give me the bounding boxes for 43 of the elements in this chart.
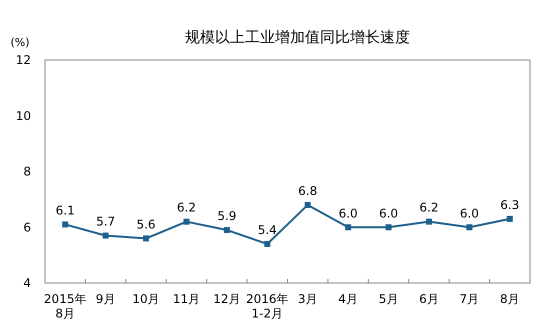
x-tick-label: 12月 — [213, 292, 241, 306]
x-tick-label: 3月 — [298, 292, 318, 306]
x-tick-label: 8月 — [500, 292, 520, 306]
point — [304, 202, 311, 208]
x-tick-label: 4月 — [338, 292, 358, 306]
point — [183, 218, 190, 225]
text: 6.2 — [176, 200, 196, 215]
text: 6.8 — [298, 184, 318, 198]
point — [224, 227, 230, 234]
point — [506, 216, 513, 222]
point — [426, 218, 432, 225]
x-tick-label: 9月 — [96, 292, 116, 306]
point — [143, 235, 150, 242]
text: 6.0 — [460, 206, 479, 220]
chart-title: 规模以上工业增加值同比增长速度 — [185, 28, 410, 46]
point — [62, 221, 68, 228]
y-tick-label: 10 — [16, 108, 31, 123]
text: 5.7 — [96, 214, 116, 229]
y-tick-label: 4 — [23, 276, 31, 290]
x-tick-label: 2015年 8月 — [44, 292, 86, 320]
text: 6.0 — [338, 206, 358, 220]
text: 6.2 — [419, 200, 439, 215]
text: 6.0 — [378, 206, 398, 220]
y-tick-label: 8 — [23, 164, 31, 178]
x-tick-label: 7月 — [460, 292, 480, 306]
x-tick-label: 11月 — [172, 292, 200, 306]
text: 5.4 — [258, 222, 277, 237]
y-axis-title: (%) — [10, 36, 30, 49]
point — [345, 224, 352, 230]
x-tick-label: 10月 — [132, 292, 160, 306]
text: 6.3 — [500, 198, 520, 212]
point — [386, 224, 392, 230]
point — [466, 224, 472, 230]
text: 5.9 — [217, 209, 236, 224]
y-tick-label: 12 — [16, 53, 31, 67]
x-tick-label: 2016年 1-2月 — [246, 292, 289, 320]
text: 5.6 — [136, 217, 156, 232]
point — [264, 240, 270, 247]
point — [102, 232, 109, 239]
x-tick-label: 6月 — [419, 292, 439, 306]
text: 6.1 — [56, 203, 75, 218]
y-tick-label: 6 — [23, 220, 31, 234]
x-tick-label: 5月 — [378, 292, 398, 306]
